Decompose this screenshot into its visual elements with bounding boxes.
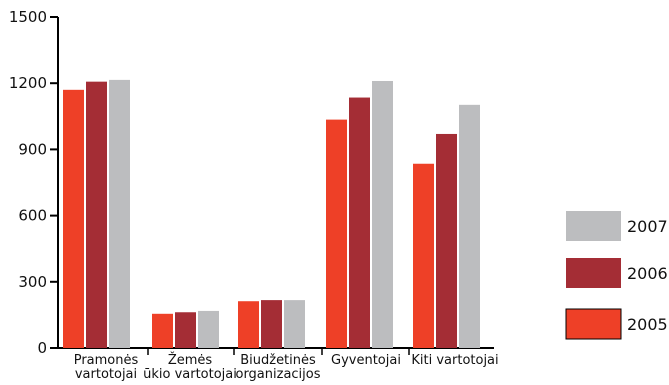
bar-2007-2: [284, 300, 305, 348]
y-tick-label: 600: [18, 207, 47, 225]
y-axis-ticks: 0 300 600 900 1200 1500: [9, 8, 58, 357]
category-label: ūkio vartotojai: [143, 367, 237, 382]
y-tick-label: 1500: [9, 8, 47, 26]
y-tick-label: 900: [18, 140, 47, 158]
bar-2007-3: [372, 80, 393, 348]
bar-2007-4: [459, 104, 480, 348]
bar-2005-2: [238, 301, 259, 348]
bar-2005-1: [152, 313, 173, 348]
legend-swatch-2006: [566, 258, 621, 288]
bar-2005-3: [326, 119, 347, 348]
y-tick-label: 300: [18, 273, 47, 291]
legend-label-2006: 2006: [627, 264, 668, 283]
bar-2006-1: [175, 312, 196, 348]
bar-2007-1: [198, 310, 219, 348]
bar-2005-4: [413, 163, 434, 348]
y-tick-label: 1200: [9, 74, 47, 92]
category-label: Žemės: [168, 352, 213, 368]
legend-swatch-2005: [565, 308, 622, 340]
category-label: Kiti vartotojai: [411, 353, 498, 368]
bar-2006-2: [261, 300, 282, 348]
bar-2006-3: [349, 97, 370, 348]
category-label: Pramonės: [74, 353, 139, 368]
chart-bars: [63, 79, 480, 348]
category-label: Gyventojai: [331, 353, 401, 368]
y-tick-label: 0: [37, 339, 47, 357]
legend-label-2005: 2005: [627, 315, 668, 334]
category-label: organizacijos: [235, 367, 320, 382]
category-label: vartotojai: [75, 367, 137, 382]
bar-2006-0: [86, 81, 107, 348]
bar-2006-4: [436, 133, 457, 348]
legend-swatch-2007: [566, 211, 621, 241]
chart-legend: 2007 2006 2005: [565, 211, 668, 340]
bar-2007-0: [109, 79, 130, 348]
bar-2005-0: [63, 89, 84, 348]
legend-label-2007: 2007: [627, 217, 668, 236]
category-label: Biudžetinės: [240, 353, 316, 368]
